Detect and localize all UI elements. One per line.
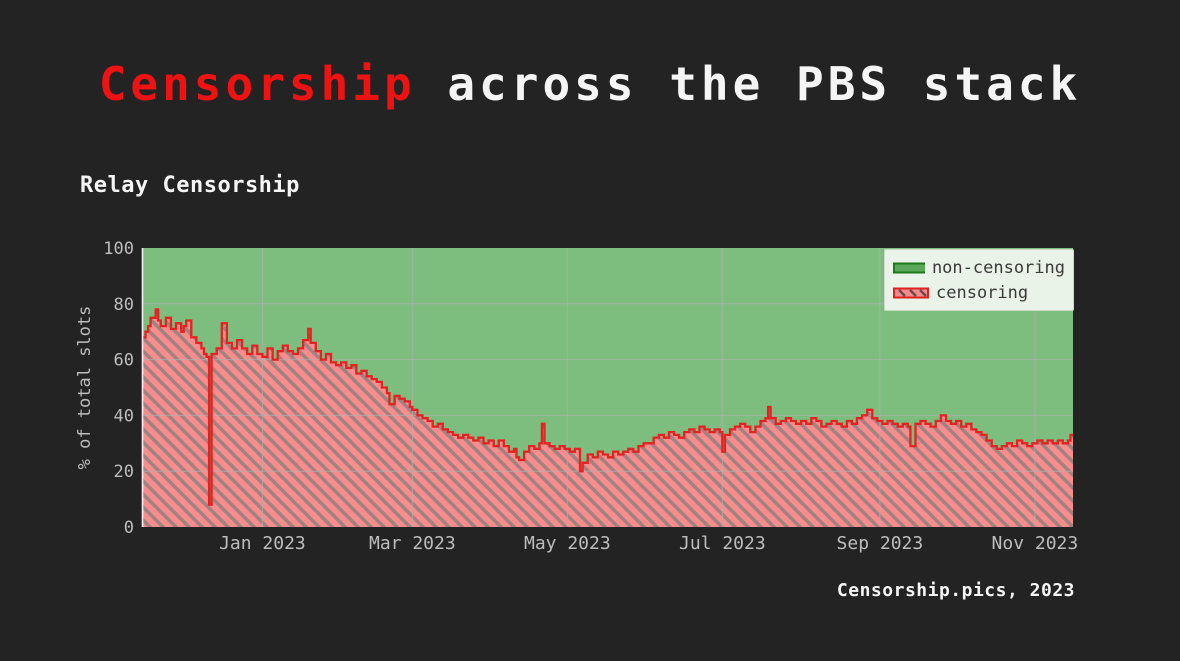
title-rest: across the PBS stack [415, 56, 1082, 111]
chart-legend: non-censoring censoring [884, 249, 1074, 311]
legend-item-censoring: censoring [893, 282, 1065, 304]
legend-label-censoring: censoring [936, 283, 1029, 303]
legend-item-non-censoring: non-censoring [893, 257, 1065, 279]
attribution: Censorship.pics, 2023 [836, 580, 1075, 601]
svg-text:40: 40 [114, 406, 134, 426]
svg-text:20: 20 [114, 462, 134, 482]
svg-text:60: 60 [114, 351, 134, 371]
svg-text:0: 0 [124, 518, 134, 538]
svg-text:80: 80 [114, 295, 134, 315]
non-censoring-swatch-icon [893, 262, 925, 274]
svg-text:Mar 2023: Mar 2023 [369, 533, 456, 554]
svg-text:100: 100 [103, 239, 134, 259]
slide-title: Censorship across the PBS stack [0, 59, 1180, 110]
svg-text:May 2023: May 2023 [524, 533, 611, 554]
chart-title: Relay Censorship [80, 173, 300, 199]
censoring-swatch-icon [893, 287, 929, 299]
svg-text:Nov 2023: Nov 2023 [992, 533, 1079, 554]
svg-text:Jul 2023: Jul 2023 [679, 533, 766, 554]
svg-text:% of total slots: % of total slots [75, 306, 95, 470]
svg-text:Sep 2023: Sep 2023 [837, 533, 924, 554]
legend-label-non-censoring: non-censoring [931, 258, 1065, 278]
svg-text:Jan 2023: Jan 2023 [219, 533, 306, 554]
title-highlight: Censorship [98, 56, 416, 111]
